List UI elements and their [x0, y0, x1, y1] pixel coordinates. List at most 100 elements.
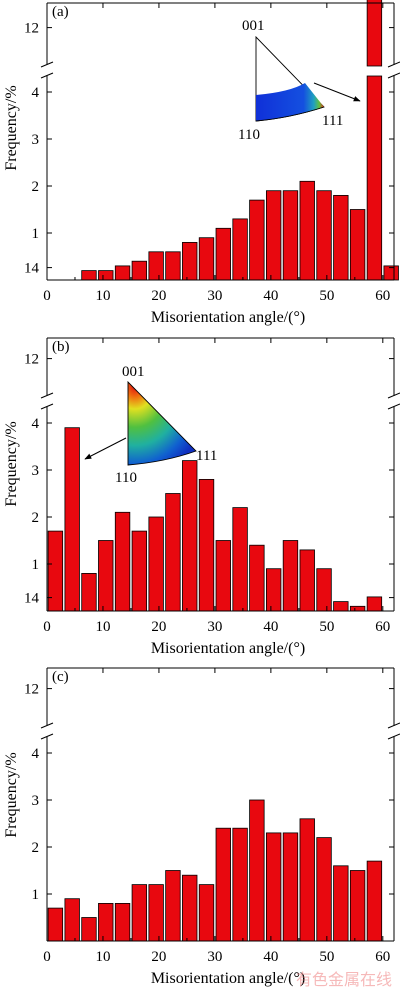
x-tick-label: 30 — [207, 288, 222, 304]
bar — [215, 827, 231, 942]
x-tick-label: 20 — [151, 288, 166, 304]
panel-a-label: (a) — [52, 4, 69, 20]
panel-c-ylabel: Frequency/% — [3, 752, 20, 837]
bar — [182, 241, 198, 281]
axis-break-mark — [387, 733, 400, 740]
bar — [265, 832, 282, 942]
bar — [165, 251, 181, 281]
bar — [349, 209, 366, 281]
x-tick-label: 60 — [375, 619, 390, 635]
bar — [232, 507, 248, 612]
bar — [148, 884, 164, 942]
bar — [366, 596, 383, 612]
panel-a-bars — [81, 0, 399, 281]
x-tick-label: 0 — [43, 949, 51, 965]
bar — [47, 530, 64, 612]
panel-c-xlabel: Misorientation angle/(°) — [151, 970, 305, 987]
bar — [299, 818, 315, 942]
axis-break-mark — [387, 72, 400, 79]
bar — [282, 832, 299, 942]
x-tick-label: 40 — [263, 949, 278, 965]
watermark: 有色金属在线 — [296, 970, 392, 989]
bar — [316, 568, 332, 612]
bar — [265, 190, 282, 281]
bar — [165, 493, 181, 612]
bar — [98, 540, 114, 612]
bar — [81, 573, 97, 612]
panel-b-arrow — [84, 437, 127, 460]
bar — [148, 516, 164, 612]
panel-b-ipf-label-111: 111 — [196, 448, 217, 464]
axis-break-mark — [40, 733, 54, 740]
x-tick-label: 0 — [43, 288, 51, 304]
axis-break-mark — [40, 72, 54, 79]
bar — [114, 903, 131, 942]
y-tick-label: 12 — [24, 352, 39, 368]
bar — [131, 530, 148, 612]
bar — [182, 874, 198, 942]
x-tick-label: 50 — [319, 949, 334, 965]
bar — [282, 190, 299, 281]
panel-a-ipf-label-111: 111 — [322, 113, 343, 129]
bar — [114, 511, 131, 612]
panel-a-xlabel: Misorientation angle/(°) — [151, 309, 305, 326]
y-tick-label: 4 — [32, 416, 40, 432]
bar — [366, 75, 383, 281]
x-tick-label: 20 — [151, 949, 166, 965]
bar — [165, 870, 181, 942]
panel-b-ipf-inset: 001 110 111 — [84, 364, 217, 486]
bar — [47, 907, 64, 942]
panel-b-ipf-triangle — [127, 380, 197, 466]
y-tick-label: 4 — [32, 85, 40, 101]
axis-break-mark — [40, 403, 54, 410]
bar — [198, 237, 215, 281]
bar — [148, 251, 164, 281]
bar — [215, 227, 231, 281]
bar — [81, 917, 97, 942]
bar — [249, 199, 265, 281]
y-tick-label: 14 — [24, 261, 40, 277]
x-tick-label: 50 — [319, 288, 334, 304]
bar — [349, 870, 366, 942]
bar — [265, 568, 282, 612]
y-tick-label: 2 — [32, 510, 40, 526]
bar — [114, 265, 131, 281]
bar — [81, 270, 97, 281]
y-tick-label: 3 — [32, 132, 40, 148]
bar — [131, 260, 148, 281]
y-tick-label: 14 — [24, 591, 40, 607]
bar — [282, 540, 299, 612]
bar — [215, 540, 231, 612]
bar — [366, 860, 383, 942]
axis-break-mark — [40, 392, 54, 399]
y-tick-label: 1 — [32, 557, 40, 573]
panel-b-xlabel: Misorientation angle/(°) — [151, 640, 305, 657]
y-tick-label: 1 — [32, 887, 40, 903]
panel-a-ipf-inset: 001 110 111 — [238, 18, 361, 143]
panel-c-bars — [47, 799, 383, 942]
x-tick-label: 50 — [319, 619, 334, 635]
panel-a-ipf-fill — [256, 83, 324, 121]
y-tick-label: 4 — [32, 746, 40, 762]
panel-a-arrow — [313, 82, 361, 102]
axis-break-mark — [387, 722, 400, 729]
panel-b-ylabel: Frequency/% — [3, 421, 20, 506]
y-tick-label: 2 — [32, 840, 40, 856]
x-tick-label: 30 — [207, 619, 222, 635]
y-tick-label: 1 — [32, 226, 40, 242]
bar — [232, 218, 248, 281]
y-tick-label: 2 — [32, 179, 40, 195]
axis-break-mark — [40, 61, 54, 68]
bar-upper-segment — [366, 0, 383, 67]
x-tick-label: 40 — [263, 288, 278, 304]
bar — [299, 549, 315, 612]
panel-b-ipf-label-001: 001 — [122, 364, 145, 380]
x-tick-label: 10 — [95, 288, 110, 304]
panel-a-ipf-label-110: 110 — [238, 127, 260, 143]
x-tick-label: 0 — [43, 619, 51, 635]
